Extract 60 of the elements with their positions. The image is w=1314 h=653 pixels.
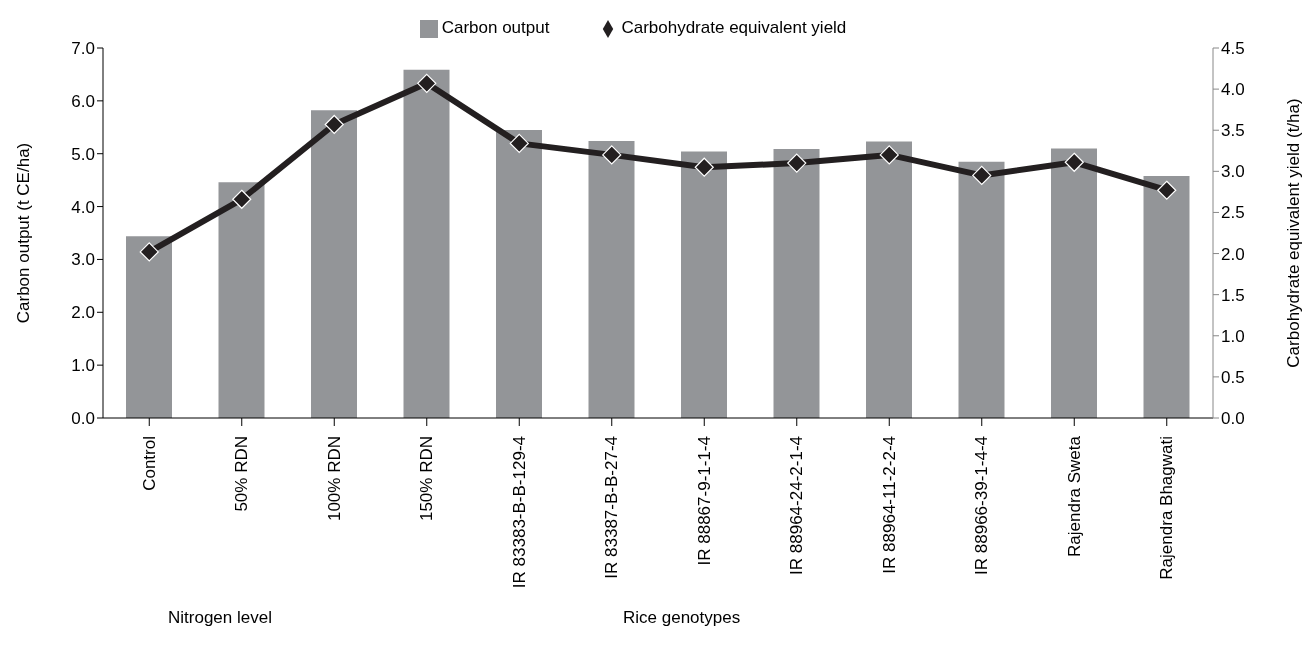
point [232, 189, 252, 209]
bar [311, 110, 357, 418]
y2-tick-label: 0.5 [1221, 367, 1245, 387]
y2-tick-label: 3.5 [1221, 121, 1245, 141]
point [1064, 152, 1084, 172]
bar [1143, 175, 1190, 418]
x-tick-label: 100% RDN [324, 436, 344, 522]
x-tick-label: Rajendra Bhagwati [1157, 436, 1177, 580]
y-tick-label: 3.0 [71, 250, 95, 270]
bar [1051, 148, 1097, 418]
y-tick-label: 4.0 [71, 197, 95, 217]
bar [126, 236, 172, 418]
y2-axis-title: Carbohydrate equivalent yield (t/ha) [1284, 98, 1304, 368]
y-tick-label: 5.0 [71, 144, 95, 164]
x-tick-label: 50% RDN [232, 436, 252, 512]
point [694, 157, 714, 177]
y2-tick-label: 2.5 [1221, 203, 1245, 223]
text: Nitrogen level [168, 608, 272, 628]
point [972, 165, 992, 186]
x-tick-label: IR 83387-B-B-27-4 [602, 436, 622, 579]
y-tick-label: 6.0 [71, 91, 95, 111]
x-tick-label: IR 83383-B-B-129-4 [509, 436, 529, 589]
point [787, 153, 807, 173]
y2-tick-label: 3.0 [1221, 162, 1245, 182]
point [324, 114, 344, 135]
bar [773, 148, 820, 418]
x-tick-label: IR 88964-24-2-1-4 [787, 436, 807, 575]
x-tick-label: Control [139, 436, 159, 491]
y-tick-label: 7.0 [71, 39, 95, 59]
point [1157, 180, 1177, 200]
y-tick-label: 0.0 [71, 409, 95, 429]
legend-label: Carbohydrate equivalent yield [621, 18, 847, 37]
y2-tick-label: 2.0 [1221, 244, 1245, 264]
x-tick-label: Rajendra Sweta [1064, 435, 1084, 557]
bar [588, 141, 635, 418]
y-tick-label: 2.0 [71, 303, 95, 323]
bar [866, 141, 912, 418]
y2-tick-label: 4.0 [1221, 80, 1245, 100]
bar [681, 151, 727, 418]
x-tick-label: IR 88966-39-1-4-4 [972, 436, 992, 575]
y2-tick-label: 4.5 [1221, 39, 1245, 59]
point [602, 145, 622, 165]
bar [218, 182, 265, 418]
y2-tick-label: 1.5 [1221, 285, 1245, 305]
legend-label: Carbon output [441, 18, 550, 37]
x-tick-label: 150% RDN [417, 436, 437, 522]
y-tick-label: 1.0 [71, 356, 95, 376]
text: Rice genotypes [623, 608, 741, 628]
bar [958, 161, 1005, 418]
y2-tick-label: 0.0 [1221, 409, 1245, 429]
x-tick-label: IR 88867-9-1-1-4 [694, 436, 714, 566]
bar [403, 69, 450, 418]
y2-tick-label: 1.0 [1221, 326, 1245, 346]
y-axis-title: Carbon output (t CE/ha) [14, 142, 34, 324]
point [509, 133, 529, 153]
point [417, 73, 437, 93]
point [139, 242, 159, 262]
point [879, 145, 899, 165]
x-tick-label: IR 88964-11-2-2-4 [879, 436, 899, 574]
bar [496, 129, 542, 418]
